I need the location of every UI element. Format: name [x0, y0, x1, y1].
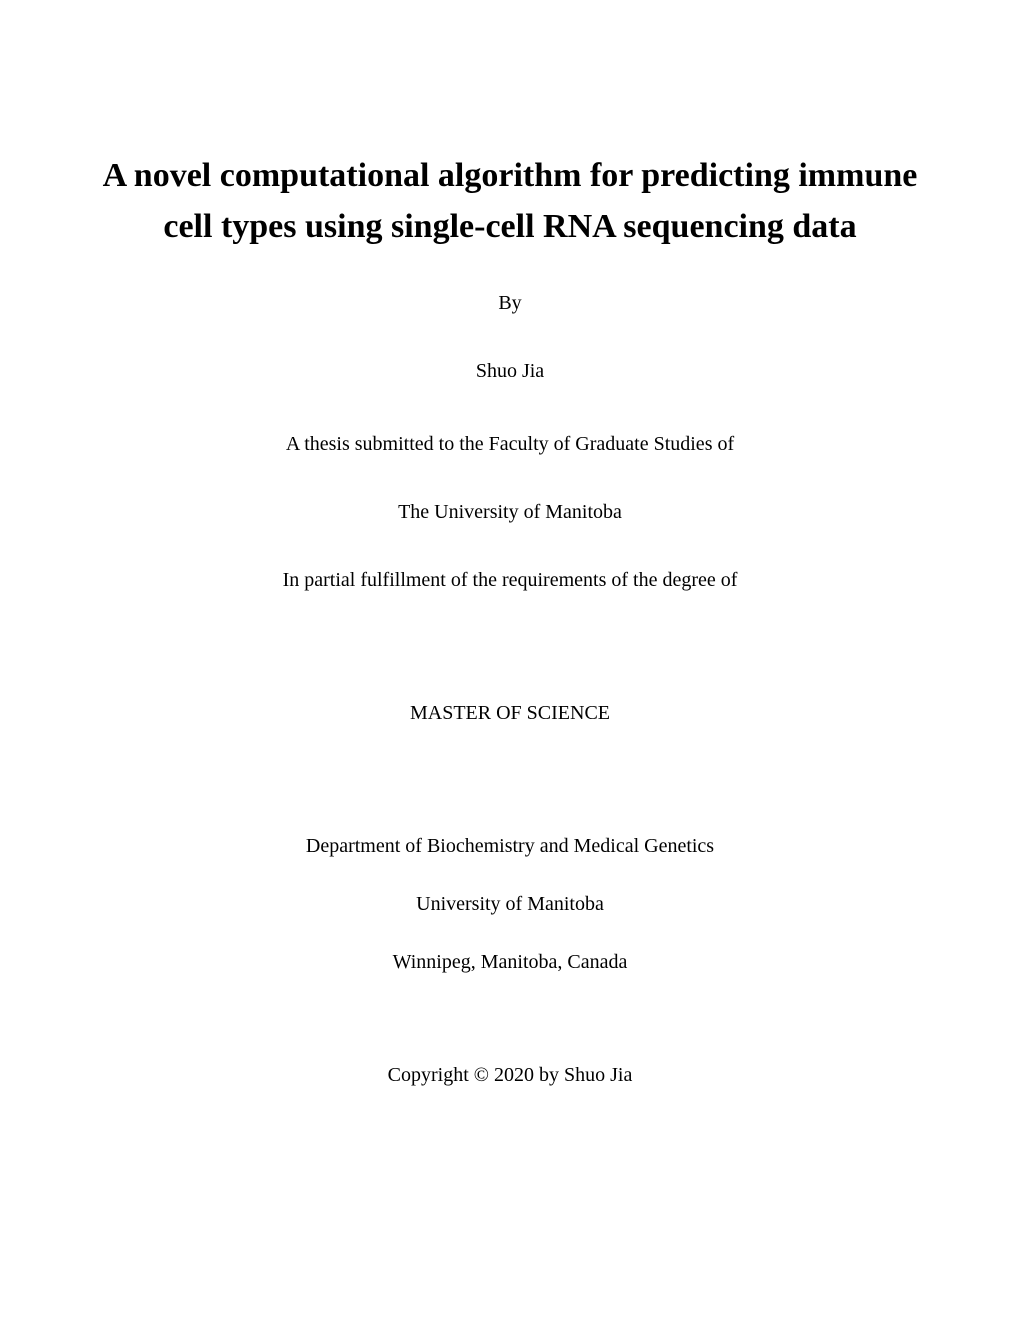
university-name: The University of Manitoba [398, 501, 622, 524]
copyright-notice: Copyright © 2020 by Shuo Jia [388, 1064, 633, 1087]
department-name: Department of Biochemistry and Medical G… [306, 835, 714, 858]
university-name-2: University of Manitoba [416, 893, 604, 916]
fulfillment-line: In partial fulfillment of the requiremen… [283, 569, 738, 592]
thesis-title: A novel computational algorithm for pred… [100, 150, 920, 252]
by-label: By [498, 292, 521, 315]
degree-name: MASTER OF SCIENCE [410, 702, 610, 725]
location: Winnipeg, Manitoba, Canada [393, 951, 628, 974]
submission-line: A thesis submitted to the Faculty of Gra… [286, 433, 734, 456]
author-name: Shuo Jia [476, 360, 544, 383]
